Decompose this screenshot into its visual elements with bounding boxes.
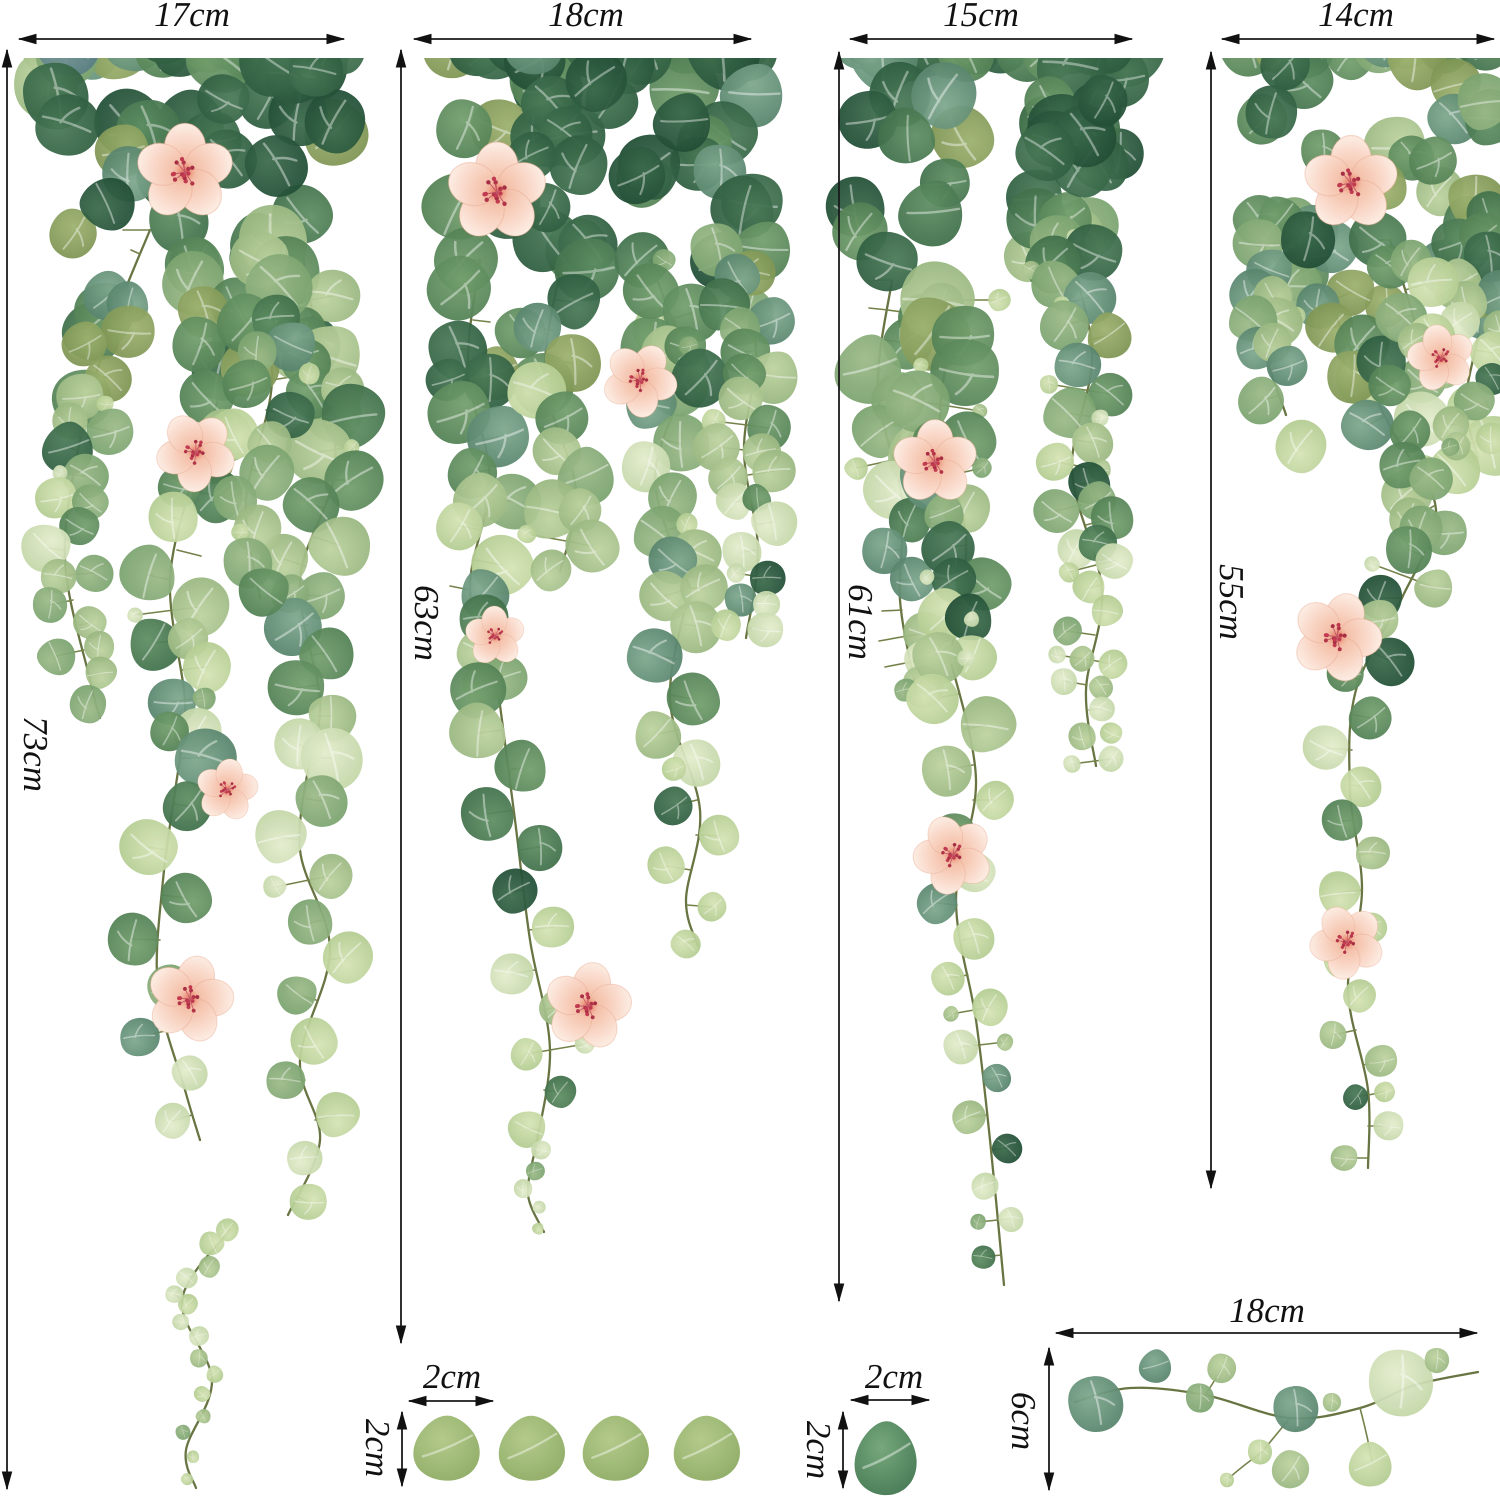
svg-text:2cm: 2cm [799, 1421, 838, 1479]
svg-text:73cm: 73cm [16, 716, 55, 792]
svg-text:15cm: 15cm [943, 0, 1019, 34]
svg-text:14cm: 14cm [1318, 0, 1394, 34]
svg-text:2cm: 2cm [423, 1357, 481, 1396]
svg-text:17cm: 17cm [154, 0, 230, 34]
svg-text:61cm: 61cm [841, 584, 880, 660]
svg-text:2cm: 2cm [865, 1357, 923, 1396]
svg-text:18cm: 18cm [548, 0, 624, 34]
svg-text:63cm: 63cm [407, 585, 446, 661]
svg-text:18cm: 18cm [1229, 1291, 1305, 1330]
svg-text:6cm: 6cm [1004, 1392, 1043, 1450]
svg-text:55cm: 55cm [1212, 564, 1251, 640]
svg-text:2cm: 2cm [358, 1419, 397, 1477]
